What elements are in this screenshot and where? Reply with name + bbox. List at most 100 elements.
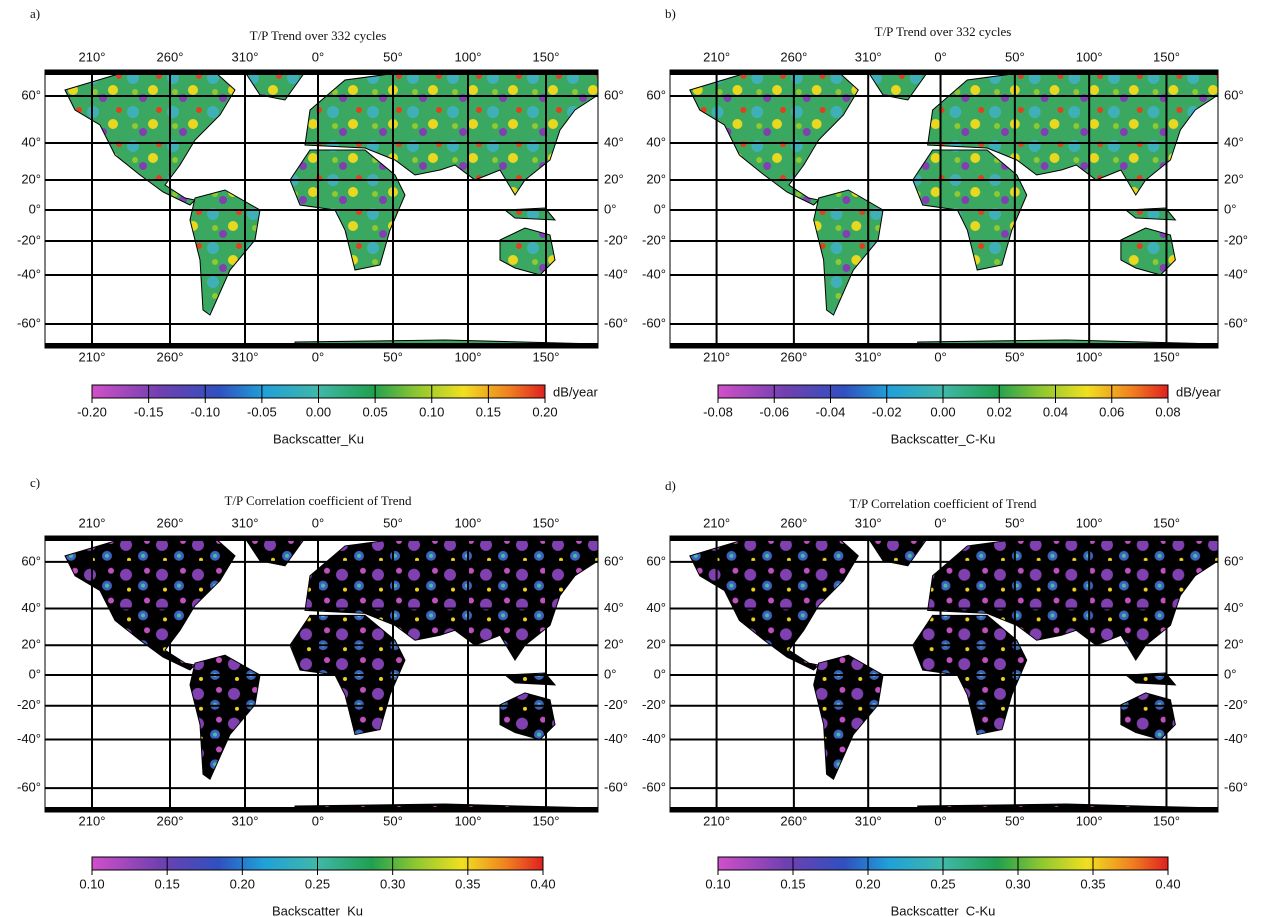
colorbar-tick-label: -0.10 bbox=[190, 404, 220, 419]
lon-label-top: 100° bbox=[455, 515, 482, 530]
lon-label-bottom: 260° bbox=[157, 813, 184, 828]
lat-label-left: 60° bbox=[646, 553, 666, 568]
lon-label-top: 100° bbox=[1076, 515, 1103, 530]
lat-label-left: 20° bbox=[646, 171, 666, 186]
map-frame-bottom bbox=[670, 343, 1218, 348]
lat-label-left: -40° bbox=[17, 731, 41, 746]
colorbar-tick-label: 0.20 bbox=[855, 876, 880, 891]
lon-label-bottom: 50° bbox=[383, 349, 403, 364]
colorbar-tick-label: -0.15 bbox=[134, 404, 164, 419]
colorbar-label: Backscatter_C-Ku bbox=[891, 431, 996, 446]
lat-label-right: 20° bbox=[1224, 171, 1244, 186]
lon-label-top: 310° bbox=[232, 515, 259, 530]
lon-label-top: 310° bbox=[232, 49, 259, 64]
panel-title: T/P Trend over 332 cycles bbox=[875, 24, 1012, 39]
lat-label-left: -60° bbox=[642, 780, 666, 795]
colorbar-tick-label: 0.40 bbox=[1155, 876, 1180, 891]
map-frame-top bbox=[45, 536, 598, 541]
lat-label-left: -20° bbox=[17, 232, 41, 247]
colorbar-tick-label: 0.20 bbox=[230, 876, 255, 891]
panel-title: T/P Correlation coefficient of Trend bbox=[849, 496, 1037, 511]
lat-label-left: -60° bbox=[17, 315, 41, 330]
lon-label-top: 210° bbox=[79, 515, 106, 530]
lon-label-top: 150° bbox=[533, 49, 560, 64]
lon-label-bottom: 310° bbox=[232, 349, 259, 364]
lat-label-left: 0° bbox=[654, 666, 666, 681]
colorbar-tick-label: 0.30 bbox=[1005, 876, 1030, 891]
lon-label-bottom: 210° bbox=[703, 813, 730, 828]
lat-label-right: -40° bbox=[1224, 266, 1248, 281]
lat-label-left: 40° bbox=[646, 600, 666, 615]
lat-label-right: -60° bbox=[1224, 780, 1248, 795]
panel-label: a) bbox=[30, 6, 40, 21]
lat-label-right: 20° bbox=[1224, 637, 1244, 652]
lat-label-right: 0° bbox=[604, 666, 616, 681]
lon-label-bottom: 150° bbox=[533, 349, 560, 364]
lon-label-top: 150° bbox=[1153, 515, 1180, 530]
lon-label-top: 50° bbox=[1005, 49, 1025, 64]
lat-label-left: 0° bbox=[29, 201, 41, 216]
colorbar-tick-label: 0.30 bbox=[380, 876, 405, 891]
lon-label-top: 150° bbox=[1153, 49, 1180, 64]
lon-label-bottom: 0° bbox=[312, 349, 324, 364]
colorbar-tick-label: -0.02 bbox=[872, 404, 902, 419]
colorbar-label: Backscatter_C-Ku bbox=[891, 903, 996, 917]
lon-label-bottom: 100° bbox=[455, 813, 482, 828]
lat-label-right: 40° bbox=[604, 600, 624, 615]
lat-label-left: -20° bbox=[642, 697, 666, 712]
lat-label-left: -40° bbox=[642, 266, 666, 281]
colorbar-tick-label: -0.04 bbox=[816, 404, 846, 419]
lat-label-right: 60° bbox=[1224, 87, 1244, 102]
lat-label-right: 40° bbox=[1224, 134, 1244, 149]
lon-label-bottom: 0° bbox=[934, 349, 946, 364]
colorbar-tick-label: 0.08 bbox=[1155, 404, 1180, 419]
map-frame-top bbox=[670, 536, 1218, 541]
map-frame-top bbox=[45, 70, 598, 75]
lat-label-right: 40° bbox=[1224, 600, 1244, 615]
lon-label-top: 0° bbox=[934, 515, 946, 530]
lon-label-bottom: 100° bbox=[1076, 349, 1103, 364]
lon-label-top: 260° bbox=[780, 515, 807, 530]
panel-title: T/P Correlation coefficient of Trend bbox=[224, 493, 412, 508]
lon-label-top: 50° bbox=[383, 515, 403, 530]
colorbar-tick-label: -0.08 bbox=[703, 404, 733, 419]
lat-label-left: 0° bbox=[29, 666, 41, 681]
lat-label-right: -20° bbox=[604, 232, 628, 247]
lon-label-bottom: 50° bbox=[1005, 349, 1025, 364]
colorbar-tick-label: 0.10 bbox=[705, 876, 730, 891]
lat-label-right: 60° bbox=[604, 553, 624, 568]
lat-label-left: -40° bbox=[17, 266, 41, 281]
colorbar-tick-label: 0.04 bbox=[1043, 404, 1068, 419]
colorbar-tick-label: 0.06 bbox=[1099, 404, 1124, 419]
lon-label-bottom: 150° bbox=[533, 813, 560, 828]
lat-label-left: 20° bbox=[21, 637, 41, 652]
lon-label-bottom: 50° bbox=[1005, 813, 1025, 828]
colorbar-label: Backscatter_Ku bbox=[273, 431, 364, 446]
lat-label-right: -40° bbox=[1224, 731, 1248, 746]
lon-label-top: 50° bbox=[383, 49, 403, 64]
panel-label: d) bbox=[665, 478, 676, 493]
colorbar-tick-label: 0.10 bbox=[79, 876, 104, 891]
map-frame-bottom bbox=[45, 807, 598, 812]
lon-label-top: 0° bbox=[934, 49, 946, 64]
lon-label-bottom: 310° bbox=[232, 813, 259, 828]
lat-label-right: -20° bbox=[1224, 232, 1248, 247]
lon-label-top: 260° bbox=[780, 49, 807, 64]
lat-label-right: -40° bbox=[604, 731, 628, 746]
lat-label-right: -20° bbox=[604, 697, 628, 712]
colorbar-tick-label: -0.05 bbox=[247, 404, 277, 419]
lon-label-top: 210° bbox=[703, 515, 730, 530]
colorbar-tick-label: 0.10 bbox=[419, 404, 444, 419]
lat-label-left: 40° bbox=[646, 134, 666, 149]
lat-label-left: 60° bbox=[646, 87, 666, 102]
colorbar-unit: dB/year bbox=[553, 384, 598, 399]
lon-label-top: 0° bbox=[312, 49, 324, 64]
lon-label-top: 0° bbox=[312, 515, 324, 530]
lon-label-top: 260° bbox=[157, 515, 184, 530]
lon-label-bottom: 100° bbox=[1076, 813, 1103, 828]
lat-label-right: 40° bbox=[604, 134, 624, 149]
colorbar-tick-label: 0.02 bbox=[987, 404, 1012, 419]
lat-label-left: 20° bbox=[646, 637, 666, 652]
lat-label-right: 20° bbox=[604, 171, 624, 186]
